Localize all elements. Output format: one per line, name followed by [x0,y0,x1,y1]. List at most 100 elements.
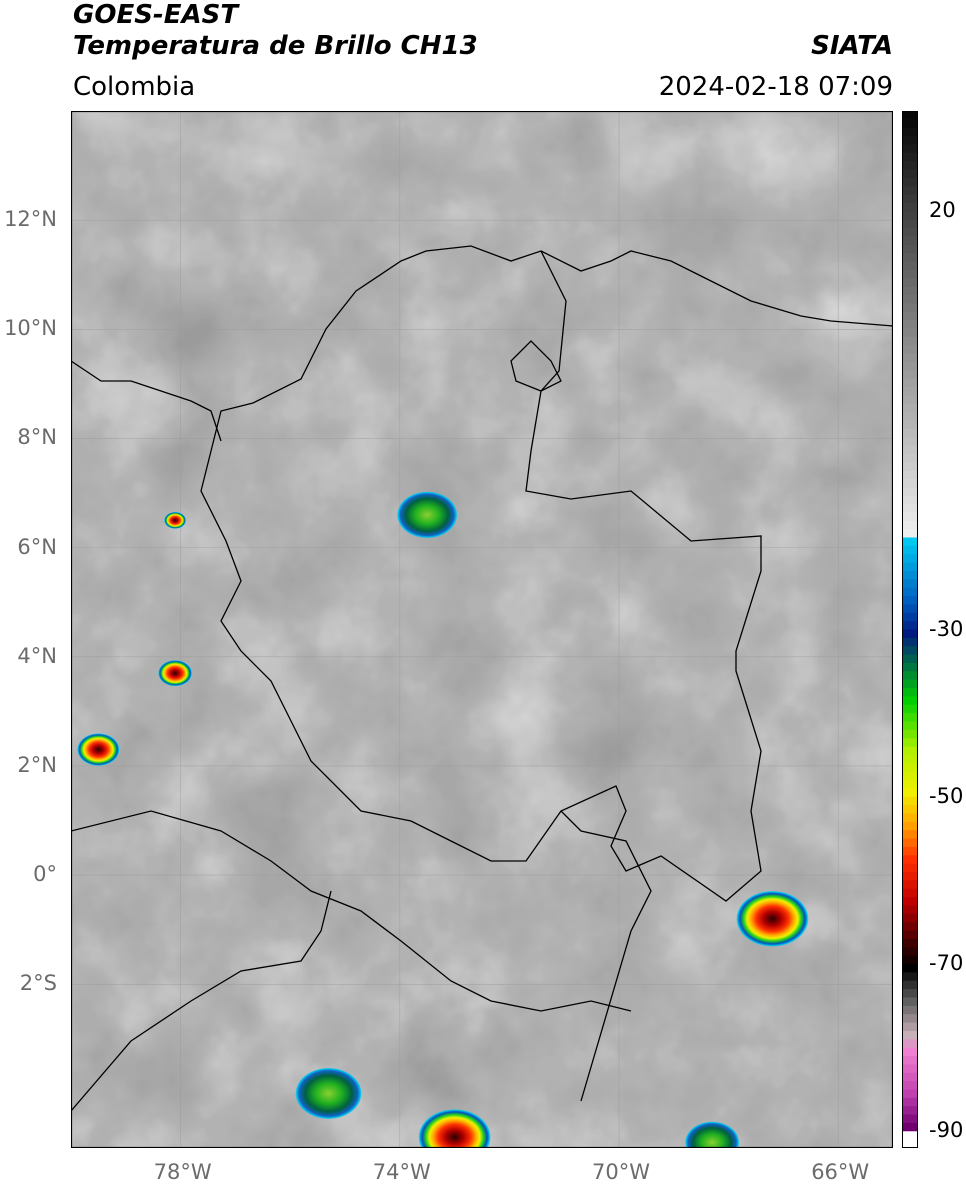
colorbar-step [902,495,918,505]
colorbar-step [902,462,918,472]
colorbar-step [902,202,918,212]
colorbar-step [902,336,918,346]
colorbar-step [902,846,918,856]
colorbar-step [902,596,918,606]
colorbar-step [902,353,918,363]
colorbar-step [902,897,918,907]
colorbar-step [902,646,918,656]
colorbar-step [902,453,918,463]
colorbar-step [902,269,918,279]
lat-tick-label: 4°N [17,643,57,668]
colorbar-step [902,244,918,254]
lat-tick-label: 0° [33,862,57,887]
lat-tick-label: 10°N [4,316,57,341]
colorbar-step [902,1030,918,1040]
lon-tick-label: 74°W [372,1160,431,1184]
colorbar-step [902,169,918,179]
colorbar-step [902,119,918,129]
colorbar-step [902,671,918,681]
colorbar-step [902,487,918,497]
colorbar-step [902,445,918,455]
colorbar-step [902,972,918,982]
colorbar-step [902,570,918,580]
colorbar-step [902,913,918,923]
colorbar-step [902,428,918,438]
colorbar-step [902,261,918,271]
storm-cell-6 [418,1109,491,1148]
colorbar-step [902,796,918,806]
colorbar-step [902,1089,918,1099]
ecuador-peru-border [71,810,632,1012]
colorbar-step [902,554,918,564]
colorbar-frame [902,111,918,1148]
colorbar-step [902,989,918,999]
colorbar-step [902,562,918,572]
colorbar-step [902,805,918,815]
colorbar-step [902,412,918,422]
colombia-outline [200,245,762,902]
colorbar-step [902,713,918,723]
colorbar-step [902,880,918,890]
lon-tick-label: 78°W [153,1160,212,1184]
colorbar-step [902,219,918,229]
colorbar-step [902,579,918,589]
colorbar-step [902,704,918,714]
colorbar-step [902,662,918,672]
colorbar-step [902,1039,918,1049]
colorbar-step [902,637,918,647]
colorbar-step [902,905,918,915]
datetime-label: 2024-02-18 07:09 [658,72,893,102]
colorbar-step [902,938,918,948]
colorbar-step [902,529,918,539]
venezuela-border [540,250,893,327]
colorbar-step [902,612,918,622]
colorbar-step [902,947,918,957]
colorbar-step [902,1081,918,1091]
colorbar-step [902,738,918,748]
lon-tick-label: 70°W [592,1160,650,1184]
colorbar-step [902,1064,918,1074]
colorbar-step [902,1022,918,1032]
lon-tick-label: 66°W [811,1160,870,1184]
colorbar-step [902,688,918,698]
colorbar-step [902,403,918,413]
storm-cells [77,491,809,1148]
colorbar-step [902,320,918,330]
colorbar-step [902,211,918,221]
colorbar-step [902,604,918,614]
colorbar-step [902,194,918,204]
colorbar-step [902,679,918,689]
colorbar-step [902,177,918,187]
colorbar-step [902,696,918,706]
colorbar-step [902,328,918,338]
colorbar-step [902,997,918,1007]
colorbar-step [902,236,918,246]
colorbar-step [902,395,918,405]
colorbar-step [902,1056,918,1065]
colorbar-step [902,771,918,781]
colorbar-step [902,378,918,388]
colorbar-step [902,721,918,731]
colorbar-step [902,470,918,480]
colorbar-step [902,830,918,840]
colorbar-step [902,1139,918,1148]
colorbar-step [902,754,918,764]
colorbar-step [902,136,918,146]
colorbar-step [902,654,918,664]
peru-coast [71,890,332,1112]
colorbar-step [902,253,918,263]
colorbar-tick-label: -50 [929,783,964,808]
colorbar-step [902,1131,918,1141]
colorbar-step [902,1014,918,1024]
storm-cell-4 [736,890,809,947]
colorbar-step [902,311,918,321]
storm-cell-5 [295,1067,362,1120]
lat-tick-label: 2°N [17,752,57,777]
colorbar-step [902,729,918,739]
colorbar-step [902,420,918,430]
colorbar-step [902,437,918,447]
colorbar-step [902,863,918,873]
storm-cell-0 [397,491,458,539]
colorbar-step [902,821,918,831]
cloud-texture [71,111,893,1148]
